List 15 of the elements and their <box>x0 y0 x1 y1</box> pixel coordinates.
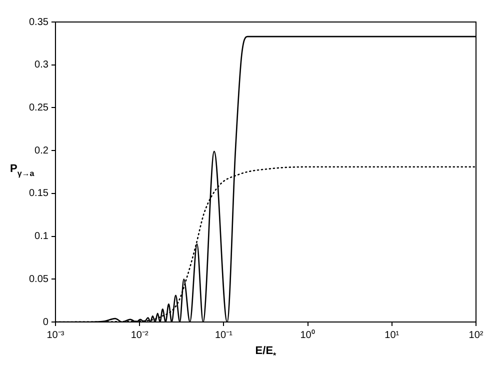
y-tick-label: 0 <box>42 316 49 328</box>
y-tick-label: 0.25 <box>28 102 49 114</box>
x-axis-title: E/E* <box>255 345 278 360</box>
y-tick-label: 0.35 <box>28 16 49 28</box>
y-tick-label: 0.2 <box>34 145 49 156</box>
y-tick-label: 0.05 <box>28 274 49 285</box>
x-tick-label: 10⁻³ <box>46 330 65 341</box>
y-tick-label: 0.3 <box>34 60 49 71</box>
y-tick-label: 0.1 <box>34 231 49 242</box>
x-tick-label: 10⁻¹ <box>214 330 234 341</box>
x-tick-label: 10² <box>468 330 484 341</box>
x-tick-label: 10⁻² <box>130 330 149 341</box>
x-tick-label: 10¹ <box>384 330 400 341</box>
y-tick-label: 0.15 <box>28 188 49 200</box>
x-tick-label: 10⁰ <box>300 328 316 341</box>
